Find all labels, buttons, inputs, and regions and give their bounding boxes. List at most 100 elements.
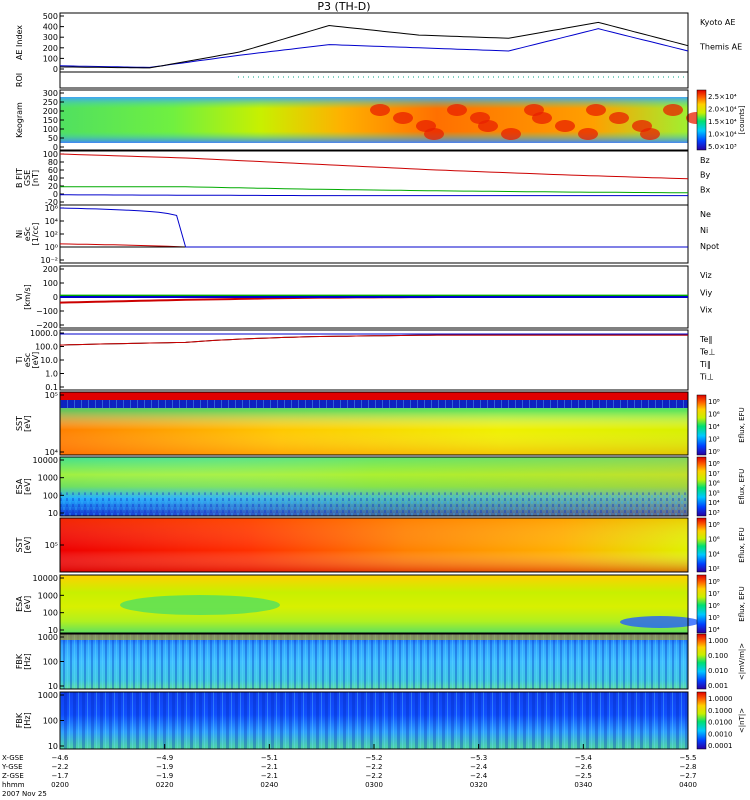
- x-tick-label: 0320: [470, 781, 488, 789]
- y-tick-label: 10: [48, 626, 58, 635]
- y-tick-label: -20: [45, 198, 58, 207]
- y-tick-label: 150: [43, 116, 58, 125]
- x-row-label: Z-GSE: [2, 772, 24, 780]
- legend-entry: Viz: [700, 271, 712, 280]
- y-axis-label: Keogram: [15, 102, 24, 138]
- keogram-patch: [555, 120, 575, 132]
- y-axis-label: [1/cc]: [31, 223, 40, 246]
- y-tick-label: 10: [48, 509, 58, 518]
- x-tick-label: −1.9: [156, 763, 173, 771]
- series-Te⊥: [59, 334, 688, 346]
- panel-fbk2: 1000 100 10 FBK [Hz]: [15, 691, 689, 751]
- colorbar-tick-label: 10²: [708, 436, 720, 444]
- colorbar-tick-label: 1.0×10⁴: [708, 131, 737, 139]
- y-tick-label: 0: [53, 143, 58, 152]
- panel-roi: ROI: [15, 71, 689, 89]
- y-tick-label: 10⁵: [45, 391, 58, 400]
- colorbar-scale: [696, 394, 707, 456]
- colorbar-tick-label: 10⁸: [708, 578, 720, 586]
- y-tick-label: 60: [48, 166, 58, 175]
- esa-i-blue-region: [620, 616, 700, 628]
- y-tick-label: 200: [43, 107, 58, 116]
- y-tick-label: 100: [43, 279, 58, 288]
- colorbar-tick-label: 10⁸: [708, 460, 720, 468]
- colorbar-tick-label: 0.1000: [708, 707, 733, 715]
- y-tick-label: 100: [43, 150, 58, 159]
- x-tick-label: −2.5: [575, 772, 592, 780]
- x-tick-label: 0400: [679, 781, 697, 789]
- colorbar-tick-label: 10⁶: [708, 411, 720, 419]
- keogram-patch: [478, 120, 498, 132]
- x-tick-label: −1.7: [52, 772, 69, 780]
- y-axis-label: eSc: [23, 353, 32, 367]
- y-tick-label: 10000: [33, 456, 58, 465]
- colorbar-scale: [696, 89, 707, 151]
- series-Bx: [60, 194, 688, 197]
- colorbar-cb_sst_e: 10⁸ 10⁶ 10⁴ 10² 10⁰ Eflux, EFU: [696, 394, 746, 456]
- legend-entry: Bx: [700, 185, 710, 194]
- x-tick-label: −2.4: [470, 772, 488, 780]
- y-axis-label: [km/s]: [23, 284, 32, 310]
- colorbar-tick-label: 10⁶: [708, 536, 720, 544]
- y-tick-label: 0: [53, 65, 58, 74]
- keogram-patch: [586, 104, 606, 116]
- x-tick-label: 0240: [260, 781, 278, 789]
- legend-entry: Ni: [700, 226, 708, 235]
- colorbar-tick-label: 10³: [708, 509, 720, 517]
- colorbar-label: Eflux, EFU: [738, 527, 746, 562]
- esa-e-noise: [60, 492, 688, 516]
- x-row-label: Y-GSE: [1, 763, 23, 771]
- y-tick-label: 10.0: [40, 356, 58, 365]
- legend-entry: Ti‖: [699, 360, 711, 369]
- colorbar-tick-label: 10⁵: [708, 614, 720, 622]
- colorbar-tick-label: 0.001: [708, 682, 728, 690]
- x-tick-label: −5.5: [680, 754, 697, 762]
- keogram-patch: [424, 128, 444, 140]
- colorbar-label: <|mV/m|>: [738, 643, 746, 680]
- y-axis-label: Ni: [15, 230, 24, 238]
- y-tick-label: 1000: [38, 474, 58, 483]
- keogram-patch: [640, 128, 660, 140]
- x-tick-label: −5.1: [261, 754, 278, 762]
- x-tick-label: 0200: [51, 781, 69, 789]
- colorbar-cb_sst_i: 10⁸ 10⁶ 10⁴ 10² Eflux, EFU: [696, 517, 746, 573]
- y-tick-label: 10⁴: [45, 217, 58, 226]
- x-tick-label: −2.8: [680, 763, 697, 771]
- y-tick-label: 80: [48, 158, 58, 167]
- keogram-patch: [578, 128, 598, 140]
- y-axis-label: GSE: [23, 170, 32, 186]
- x-row-label: 2007 Nov 25: [2, 790, 47, 798]
- y-tick-label: 10⁴: [45, 448, 58, 457]
- keogram-patch: [609, 112, 629, 124]
- y-tick-label: 10⁻²: [40, 256, 58, 265]
- y-tick-label: −200: [36, 321, 58, 330]
- x-tick-label: −2.2: [366, 763, 383, 771]
- legend-entry: Te‖: [699, 335, 712, 344]
- y-axis-label: [Hz]: [23, 653, 32, 669]
- legend-entry: By: [700, 171, 710, 180]
- y-axis-label: FBK: [15, 712, 24, 728]
- y-axis-label: Vi: [15, 293, 24, 301]
- y-axis-label: ESA: [15, 478, 24, 494]
- colorbar-tick-label: 10⁶: [708, 602, 720, 610]
- colorbar-cb_esa_i: 10⁸ 10⁷ 10⁶ 10⁵ 10⁴ Eflux, EFU: [696, 574, 746, 634]
- y-tick-label: 1.0: [45, 370, 58, 379]
- panel-frame: [59, 71, 689, 89]
- y-axis-label: ESA: [15, 596, 24, 612]
- y-tick-label: 1000: [38, 591, 58, 600]
- y-tick-label: 0: [53, 190, 58, 199]
- colorbar-tick-label: 5.0×10³: [708, 143, 737, 151]
- roi-background: [60, 72, 688, 88]
- series-Bz: [59, 153, 689, 180]
- y-axis-label: [eV]: [23, 478, 32, 495]
- colorbar-cb_fbk2: 1.0000 0.1000 0.0100 0.0010 0.0001 <|nT|>: [696, 691, 746, 750]
- colorbar-tick-label: 10⁴: [708, 626, 720, 634]
- series-Themis AE: [59, 21, 689, 69]
- legend-entry: Kyoto AE: [700, 18, 735, 27]
- sst-e-blue-stripes: [60, 400, 688, 408]
- y-tick-label: 100: [43, 658, 58, 667]
- y-axis-label: [Hz]: [23, 712, 32, 728]
- y-tick-label: 100: [43, 609, 58, 618]
